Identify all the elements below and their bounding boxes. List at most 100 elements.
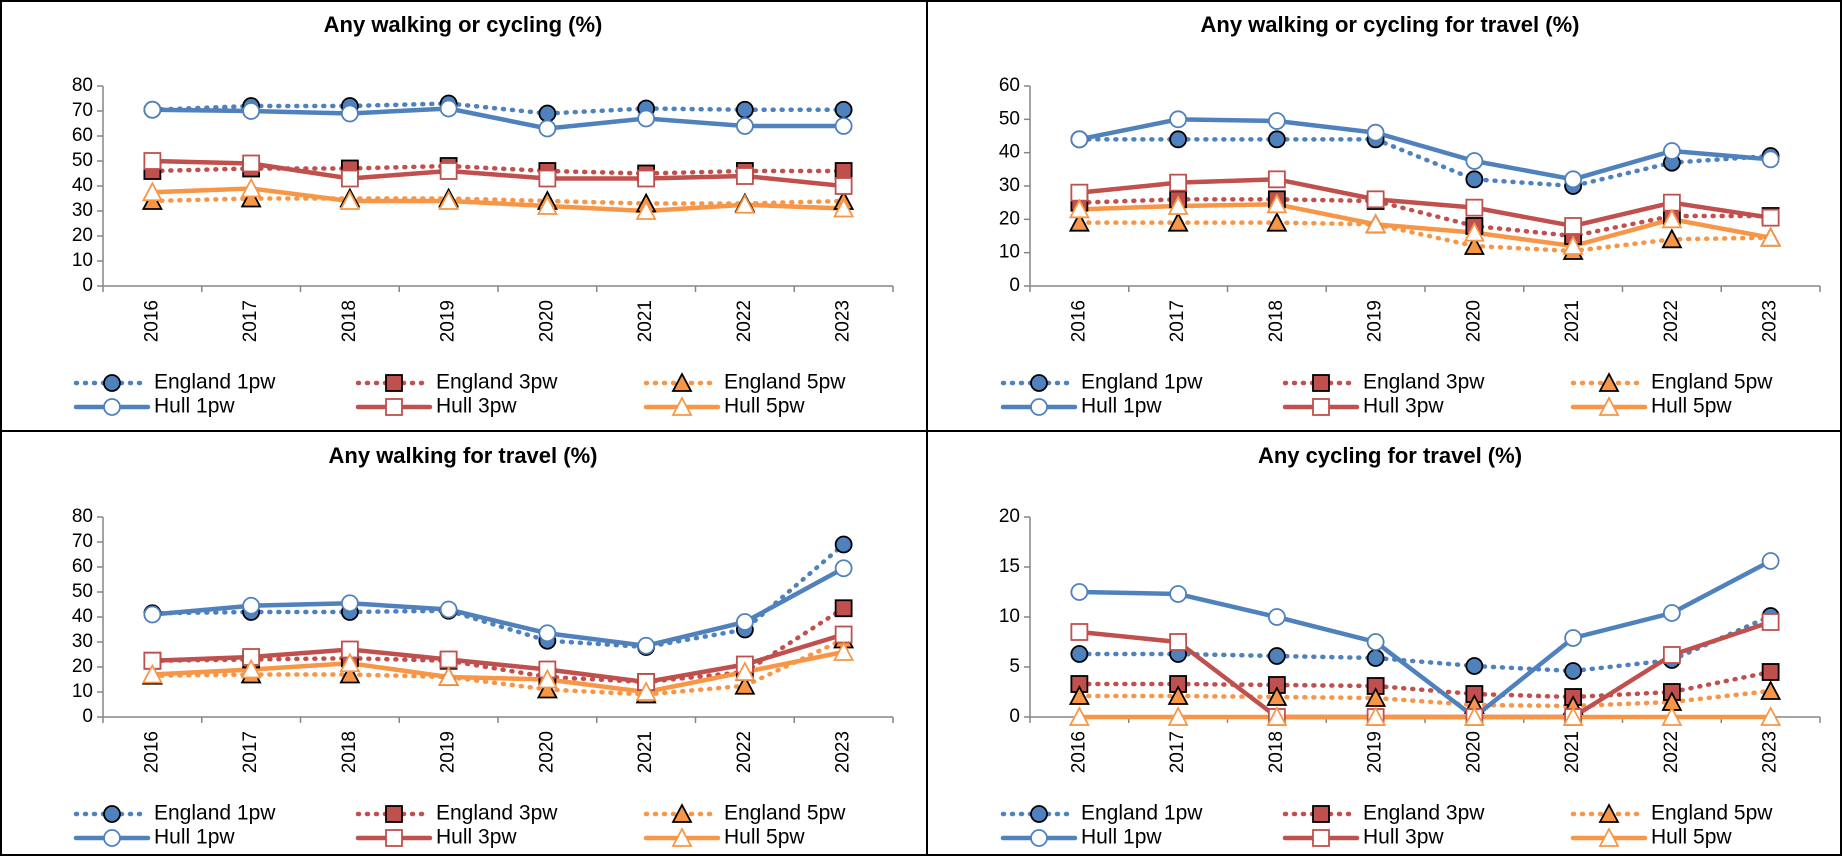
marker [1070, 183, 1089, 202]
marker [1760, 680, 1782, 700]
marker [143, 152, 162, 170]
marker [242, 102, 261, 120]
marker [734, 661, 756, 681]
marker [1598, 396, 1620, 416]
marker [1169, 633, 1188, 651]
series-line [1077, 669, 1773, 700]
series-line [150, 542, 846, 650]
legend-label: Hull 1pw [154, 395, 235, 418]
marker [637, 109, 656, 128]
legend-label: England 5pw [1651, 371, 1773, 394]
series-line [150, 649, 846, 695]
marker [141, 663, 163, 684]
marker [671, 396, 693, 416]
y-tick-label: 80 [72, 75, 93, 96]
marker [103, 805, 121, 823]
marker [1070, 130, 1089, 149]
x-tick-label: 2016 [1068, 731, 1089, 773]
marker [1761, 663, 1780, 681]
marker [1167, 706, 1189, 726]
legend-label: Hull 1pw [154, 826, 235, 849]
marker [1167, 211, 1189, 232]
x-tick-label: 2022 [1661, 300, 1682, 342]
marker [734, 193, 756, 214]
marker [1598, 372, 1620, 392]
marker [439, 99, 458, 118]
marker [1662, 646, 1681, 664]
legend-label: England 5pw [724, 802, 846, 825]
marker [340, 169, 359, 188]
marker [1169, 130, 1188, 149]
series-line [150, 106, 846, 131]
marker [1562, 235, 1584, 255]
marker [242, 596, 261, 615]
marker [538, 104, 557, 123]
y-tick-label: 0 [82, 706, 93, 727]
legend-label: Hull 3pw [1363, 826, 1444, 849]
x-tick-label: 2020 [536, 731, 557, 773]
marker [1267, 608, 1286, 626]
x-tick-label: 2017 [1167, 300, 1188, 342]
legend-label: England 5pw [1651, 802, 1773, 825]
marker [1365, 213, 1387, 234]
marker [103, 398, 121, 416]
marker [1267, 170, 1286, 189]
x-tick-label: 2023 [1760, 300, 1781, 342]
y-tick-label: 80 [72, 506, 93, 527]
series-line [150, 186, 846, 214]
marker [1564, 217, 1583, 235]
marker [1662, 142, 1681, 160]
x-tick-label: 2021 [635, 731, 656, 773]
y-tick-label: 0 [1009, 706, 1020, 727]
marker [1312, 805, 1330, 823]
marker [735, 117, 754, 135]
y-tick-label: 10 [999, 242, 1020, 263]
legend-label: Hull 1pw [1081, 826, 1162, 849]
marker [635, 200, 657, 220]
legend-label: England 3pw [436, 371, 558, 394]
legend-label: England 3pw [436, 802, 558, 825]
marker [1312, 374, 1330, 392]
marker [242, 154, 261, 173]
marker [735, 167, 754, 185]
legend-label: England 1pw [1081, 802, 1203, 825]
legend-label: Hull 3pw [436, 826, 517, 849]
marker [240, 177, 262, 198]
chart-title: Any walking or cycling (%) [324, 12, 603, 37]
marker [1661, 228, 1683, 249]
marker [1030, 374, 1048, 392]
marker [1266, 211, 1288, 232]
marker [834, 100, 853, 119]
marker [833, 641, 855, 661]
x-tick-label: 2022 [1661, 731, 1682, 773]
series-line [1077, 117, 1773, 182]
marker [339, 652, 361, 673]
marker [1661, 208, 1683, 229]
marker [834, 625, 853, 644]
marker [1030, 398, 1048, 416]
marker [1365, 706, 1387, 726]
marker [385, 829, 403, 847]
marker [1366, 649, 1385, 667]
y-tick-label: 5 [1009, 656, 1020, 677]
x-tick-label: 2018 [339, 731, 360, 773]
marker [538, 169, 557, 188]
marker [1266, 706, 1288, 726]
marker [103, 374, 121, 392]
marker [834, 177, 853, 195]
marker [536, 195, 558, 215]
marker [438, 666, 460, 686]
marker [1266, 686, 1288, 706]
x-tick-label: 2019 [438, 300, 459, 342]
marker [1761, 150, 1780, 169]
x-tick-label: 2018 [339, 300, 360, 342]
series-line [1077, 558, 1773, 720]
marker [1760, 226, 1782, 247]
marker [1465, 657, 1484, 675]
series-line [150, 637, 846, 697]
y-tick-label: 10 [999, 606, 1020, 627]
legend-label: Hull 5pw [724, 395, 805, 418]
marker [339, 663, 361, 684]
marker [1564, 629, 1583, 647]
